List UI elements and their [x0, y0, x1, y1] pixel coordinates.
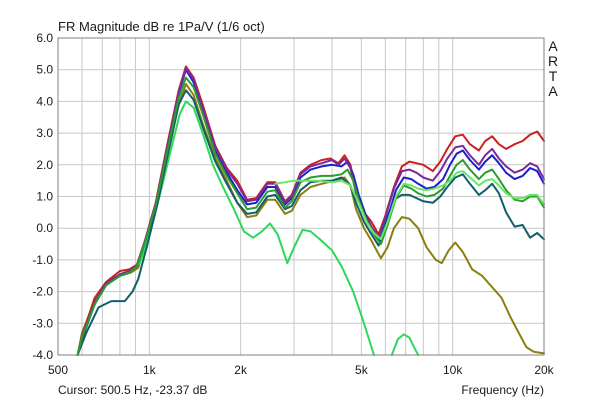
x-tick-label: 500 — [48, 363, 68, 377]
y-tick-label: 0.0 — [36, 221, 53, 235]
series-line — [390, 333, 420, 356]
x-tick-label: 1k — [143, 363, 157, 377]
y-tick-label: 6.0 — [36, 31, 53, 45]
series-line — [274, 170, 545, 241]
y-axis-tick-labels: 6.0 5.0 4.0 3.0 2.0 1.0 0.0 -1.0 -2.0 -3.0 -4.0 — [32, 31, 53, 362]
y-tick-label: 4.0 — [36, 94, 53, 108]
x-tick-label: 10k — [443, 363, 463, 377]
x-axis-tick-labels: 500 1k 2k 5k 10k 20k — [48, 363, 555, 377]
y-tick-label: 2.0 — [36, 158, 53, 172]
y-tick-label: 1.0 — [36, 190, 53, 204]
y-tick-label: -4.0 — [32, 348, 53, 362]
x-tick-label: 20k — [534, 363, 554, 377]
y-tick-label: -1.0 — [32, 253, 53, 267]
x-axis-label: Frequency (Hz) — [461, 383, 544, 397]
series-curves — [76, 65, 545, 356]
cursor-readout: Cursor: 500.5 Hz, -23.37 dB — [58, 383, 207, 397]
brand-letter: T — [549, 68, 558, 84]
brand-letter: A — [548, 83, 558, 99]
y-tick-label: -2.0 — [32, 285, 53, 299]
y-tick-label: 3.0 — [36, 126, 53, 140]
series-line — [76, 89, 545, 356]
x-tick-label: 2k — [234, 363, 248, 377]
chart-title: FR Magnitude dB re 1Pa/V (1/6 oct) — [58, 19, 265, 34]
x-tick-label: 5k — [355, 363, 369, 377]
series-line — [76, 76, 545, 356]
y-tick-label: 5.0 — [36, 63, 53, 77]
y-tick-label: -3.0 — [32, 316, 53, 330]
brand-letter: R — [548, 53, 558, 69]
brand-letter: A — [548, 38, 558, 54]
brand-label: A R T A — [548, 38, 558, 99]
plot-frame — [57, 37, 545, 356]
